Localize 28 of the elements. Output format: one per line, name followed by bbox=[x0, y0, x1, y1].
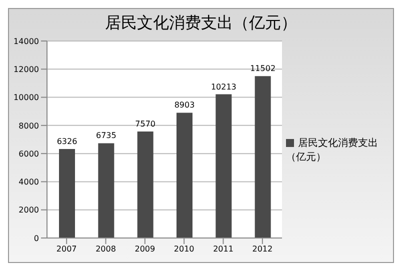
bar bbox=[216, 94, 232, 238]
y-tick-label: 8000 bbox=[18, 121, 39, 130]
data-label: 10213 bbox=[210, 82, 236, 92]
y-tick-label: 0 bbox=[34, 234, 39, 243]
y-tick-label: 4000 bbox=[18, 178, 39, 187]
y-tick-label: 12000 bbox=[14, 64, 39, 74]
data-label: 11502 bbox=[250, 64, 276, 74]
y-tick-label: 10000 bbox=[14, 93, 39, 102]
bar bbox=[137, 131, 154, 238]
data-label: 7570 bbox=[135, 119, 156, 128]
bar bbox=[59, 148, 75, 238]
y-tick-label: 6000 bbox=[18, 149, 39, 158]
legend-label: 居民文化消费支出（亿元） bbox=[286, 138, 378, 162]
chart-title: 居民文化消费支出（亿元） bbox=[104, 12, 298, 34]
x-tick-label: 2011 bbox=[213, 244, 234, 254]
x-tick-label: 2007 bbox=[56, 244, 77, 254]
x-tick-label: 2008 bbox=[96, 244, 116, 254]
data-label: 6735 bbox=[96, 131, 116, 140]
data-label: 6326 bbox=[56, 136, 78, 146]
x-tick-label: 2012 bbox=[252, 244, 273, 254]
bar bbox=[254, 76, 271, 238]
bar bbox=[98, 143, 114, 238]
y-tick-label: 2000 bbox=[18, 206, 39, 215]
x-tick-label: 2010 bbox=[174, 244, 194, 254]
x-tick-label: 2009 bbox=[134, 244, 156, 254]
data-label: 8903 bbox=[174, 100, 195, 110]
bar bbox=[176, 112, 192, 238]
y-tick-label: 14000 bbox=[14, 36, 39, 46]
